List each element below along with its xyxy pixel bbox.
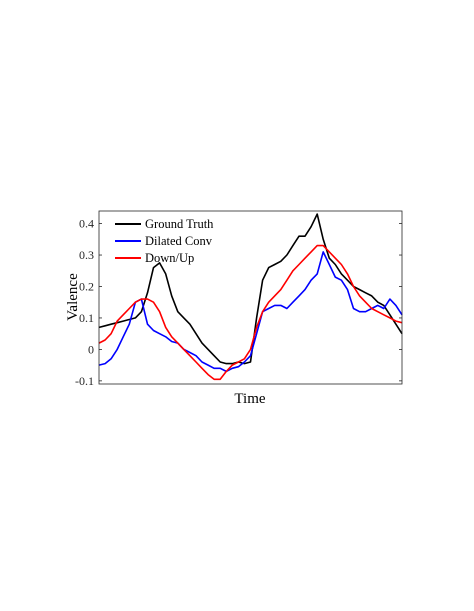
y-tick-label: 0.2 [79,279,94,293]
plot-frame [98,210,403,385]
y-tick-label: -0.1 [75,374,94,388]
legend-label-ground-truth: Ground Truth [145,217,214,231]
series-line-down-up [98,244,403,381]
legend-label-down-up: Down/Up [145,251,194,265]
tick-layer: -0.1 0 0.1 0.2 0.3 0.4 [75,217,402,388]
y-tick-label: 0.3 [79,248,94,262]
series-layer [98,213,403,381]
y-tick-label: 0 [88,342,94,356]
legend: Ground Truth Dilated Conv Down/Up [115,217,214,265]
y-tick-label: 0.4 [79,217,94,231]
series-line-dilated-conv [98,251,403,373]
series-line-ground-truth [98,213,403,365]
y-tick-label: 0.1 [79,311,94,325]
x-axis-label: Time [234,391,265,407]
legend-label-dilated-conv: Dilated Conv [145,234,213,248]
y-axis-label: Valence [65,273,81,321]
